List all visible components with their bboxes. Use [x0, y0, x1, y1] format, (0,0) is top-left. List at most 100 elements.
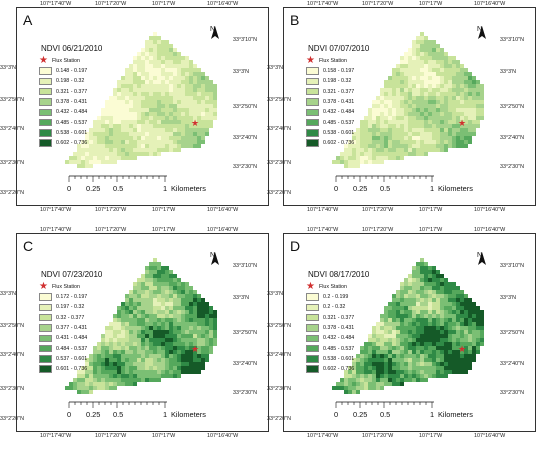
- legend-range-label: 0.321 - 0.377: [323, 314, 355, 321]
- coord-label-left: 33°2'40"N: [0, 352, 24, 358]
- coord-label-bottom: 107°17'20"W: [362, 433, 394, 439]
- legend-range-label: 0.32 - 0.377: [56, 314, 85, 321]
- legend-range-label: 0.432 - 0.484: [323, 335, 355, 342]
- ndvi-pixels: [65, 32, 217, 168]
- legend-swatch: [39, 77, 52, 86]
- coord-label-left: 33°2'40"N: [0, 126, 24, 132]
- legend-range-label: 0.321 - 0.377: [56, 88, 88, 95]
- coord-label-left: 33°2'30"N: [267, 386, 291, 392]
- ndvi-raster-map: ★: [332, 258, 484, 408]
- legend-flux-label: Flux Station: [51, 284, 80, 290]
- coord-label-top: 107°17'20"W: [95, 1, 127, 7]
- coord-label-left: 33°3'N: [0, 291, 17, 297]
- legend-range-label: 0.602 - 0.736: [323, 140, 355, 147]
- legend-swatch: [306, 87, 319, 96]
- coord-label-right: 33°2'50"N: [500, 104, 524, 110]
- coord-label-bottom: 107°17'40"W: [307, 207, 339, 213]
- coord-label-right: 33°2'30"N: [233, 390, 257, 396]
- scale-tick-label: 0.25: [353, 410, 368, 419]
- north-label: N: [477, 26, 483, 33]
- panel-letter: C: [23, 238, 34, 254]
- coord-label-left: 33°2'30"N: [0, 160, 24, 166]
- coord-label-bottom: 107°17'20"W: [362, 207, 394, 213]
- north-arrow: N: [477, 252, 486, 265]
- legend-range-label: 0.484 - 0.537: [56, 345, 88, 352]
- legend-entry: 0.602 - 0.736: [306, 138, 354, 148]
- north-arrow-icon: [478, 252, 486, 265]
- legend-range-label: 0.321 - 0.377: [323, 88, 355, 95]
- flux-station-marker: ★: [458, 118, 466, 128]
- legend-entry: 0.198 - 0.32: [306, 76, 354, 86]
- legend-entry: 0.377 - 0.431: [39, 323, 87, 333]
- north-arrow-icon: [478, 26, 486, 39]
- scale-tick-label: 1: [430, 410, 435, 419]
- coord-label-bottom: 107°17'W: [419, 207, 443, 213]
- legend-swatch: [39, 344, 52, 353]
- ndvi-pixels: [332, 32, 484, 168]
- legend-flux-station: ★ Flux Station: [306, 56, 354, 66]
- legend-entry: 0.538 - 0.601: [306, 354, 354, 364]
- coord-label-top: 107°17'40"W: [40, 1, 72, 7]
- coord-label-bottom: 107°17'20"W: [95, 207, 127, 213]
- coord-label-top: 107°16'40"W: [207, 227, 239, 233]
- scale-unit-label: Kilometers: [438, 410, 473, 419]
- legend-entry: 0.485 - 0.537: [306, 343, 354, 353]
- legend-entry: 0.321 - 0.377: [306, 87, 354, 97]
- scale-tick-label: 0.5: [380, 184, 391, 193]
- legend-swatch: [39, 355, 52, 363]
- legend-swatch: [39, 87, 52, 96]
- coord-label-top: 107°17'20"W: [95, 227, 127, 233]
- legend-flux-station: ★ Flux Station: [306, 282, 354, 292]
- legend-swatch: [39, 313, 52, 322]
- coord-label-left: 33°2'20"N: [0, 190, 24, 196]
- legend-swatch: [306, 313, 319, 322]
- legend-swatch: [306, 98, 319, 106]
- legend-range-label: 0.198 - 0.32: [56, 78, 85, 85]
- coord-label-top: 107°17'W: [152, 227, 176, 233]
- flux-station-marker: ★: [458, 344, 466, 354]
- legend-swatch: [39, 365, 52, 373]
- coord-label-left: 33°2'20"N: [267, 190, 291, 196]
- scale-tick-label: 0.5: [113, 184, 124, 193]
- scale-bar: [335, 401, 434, 408]
- legend-entry: 0.2 - 0.199: [306, 292, 354, 302]
- legend-range-label: 0.377 - 0.431: [56, 325, 88, 332]
- legend-entry: 0.484 - 0.537: [39, 343, 87, 353]
- ndvi-date-title: NDVI 06/21/2010: [41, 44, 103, 53]
- coord-label-bottom: 107°16'40"W: [474, 433, 506, 439]
- coord-label-left: 33°3'N: [267, 65, 284, 71]
- legend-swatch: [39, 324, 52, 332]
- coord-label-top: 107°17'W: [419, 1, 443, 7]
- legend-entry: 0.602 - 0.736: [306, 364, 354, 374]
- scale-bar: [68, 401, 167, 408]
- legend-swatch: [306, 67, 319, 75]
- legend-entry: 0.538 - 0.601: [306, 128, 354, 138]
- legend-entry: 0.485 - 0.537: [39, 117, 87, 127]
- scale-tick-label: 1: [163, 184, 168, 193]
- legend-swatch: [306, 324, 319, 332]
- legend-entry: 0.158 - 0.197: [306, 66, 354, 76]
- north-label: N: [477, 252, 483, 259]
- coord-label-bottom: 107°17'W: [152, 207, 176, 213]
- legend-swatch: [39, 139, 52, 147]
- coord-label-top: 107°16'40"W: [474, 1, 506, 7]
- legend-swatch: [306, 77, 319, 86]
- coord-label-left: 33°2'50"N: [267, 323, 291, 329]
- ndvi-raster-map: ★: [65, 32, 217, 182]
- legend-swatch: [306, 365, 319, 373]
- legend-entry: 0.2 - 0.32: [306, 302, 354, 312]
- coord-label-right: 33°2'30"N: [500, 390, 524, 396]
- legend-entry: 0.601 - 0.736: [39, 364, 87, 374]
- legend-entry: 0.148 - 0.197: [39, 66, 87, 76]
- legend-flux-station: ★ Flux Station: [39, 282, 87, 292]
- legend-entry: 0.198 - 0.32: [39, 76, 87, 86]
- legend-range-label: 0.485 - 0.537: [323, 119, 355, 126]
- coord-label-top: 107°17'20"W: [362, 227, 394, 233]
- coord-label-left: 33°2'50"N: [0, 97, 24, 103]
- legend-range-label: 0.378 - 0.431: [323, 99, 355, 106]
- legend-range-label: 0.197 - 0.32: [56, 304, 85, 311]
- legend-swatch: [39, 303, 52, 312]
- scale-unit-label: Kilometers: [171, 410, 206, 419]
- legend-entry: 0.378 - 0.431: [39, 97, 87, 107]
- scale-tick-label: 0.25: [86, 410, 101, 419]
